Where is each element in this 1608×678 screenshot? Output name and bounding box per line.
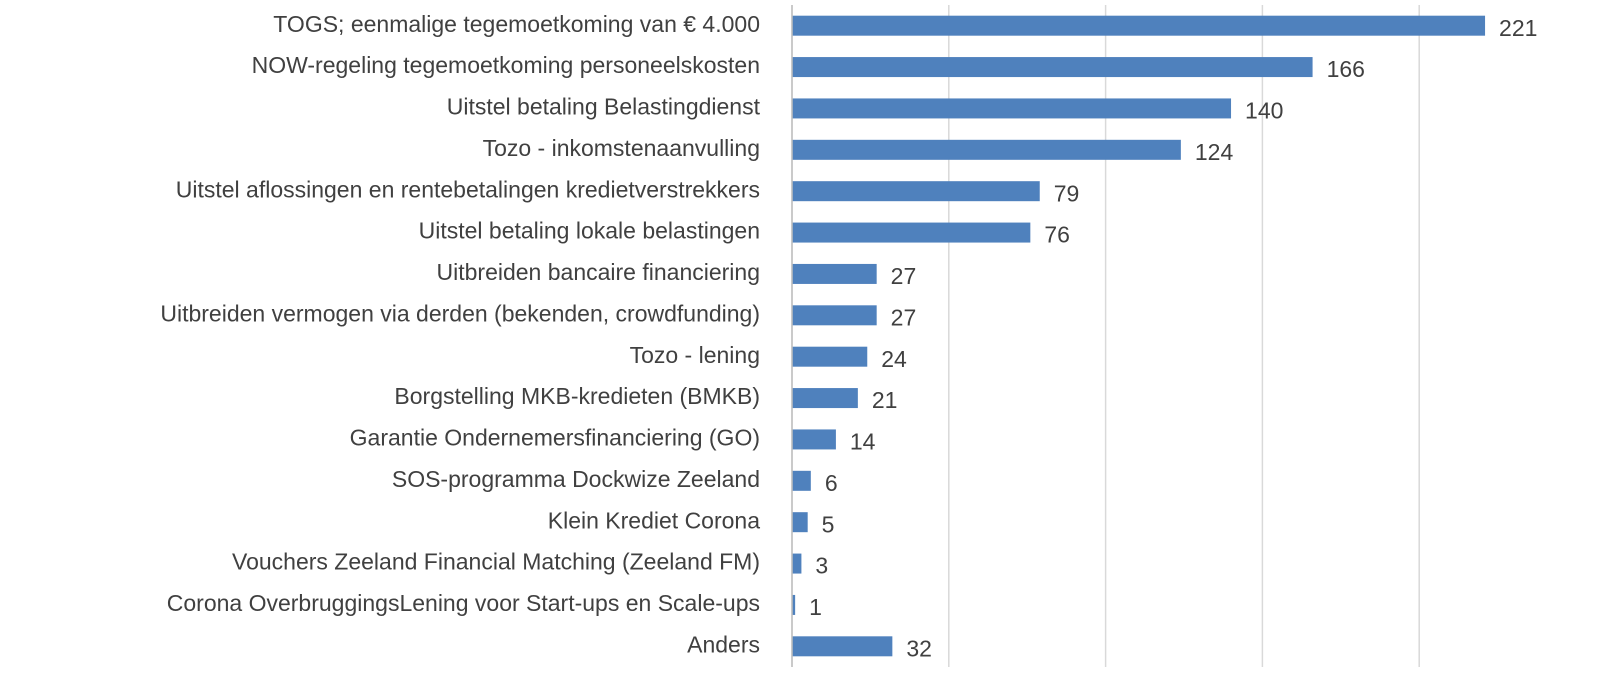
bar bbox=[792, 139, 1181, 160]
value-label: 5 bbox=[822, 511, 835, 537]
value-label: 6 bbox=[825, 470, 838, 496]
y-tick-label: Uitstel aflossingen en rentebetalingen k… bbox=[176, 176, 760, 202]
y-tick-label: Anders bbox=[687, 631, 760, 657]
bar bbox=[792, 388, 858, 409]
bar bbox=[792, 263, 877, 284]
bar bbox=[792, 57, 1313, 78]
bar bbox=[792, 222, 1031, 243]
bar bbox=[792, 98, 1232, 119]
y-tick-label: Garantie Ondernemersfinanciering (GO) bbox=[350, 425, 760, 451]
y-tick-label: Uitstel betaling Belastingdienst bbox=[447, 94, 761, 120]
value-label: 124 bbox=[1195, 139, 1234, 165]
value-label: 21 bbox=[872, 387, 898, 413]
y-tick-label: TOGS; eenmalige tegemoetkoming van € 4.0… bbox=[273, 11, 760, 37]
value-label: 1 bbox=[809, 594, 822, 620]
y-tick-label: Corona OverbruggingsLening voor Start-up… bbox=[167, 590, 760, 616]
value-label: 14 bbox=[850, 429, 876, 455]
value-label: 27 bbox=[891, 263, 917, 289]
y-tick-label: Borgstelling MKB-kredieten (BMKB) bbox=[394, 383, 760, 409]
bar bbox=[792, 636, 893, 657]
value-label: 140 bbox=[1245, 98, 1283, 124]
bar bbox=[792, 305, 877, 326]
value-label: 166 bbox=[1327, 56, 1365, 82]
value-label: 3 bbox=[815, 553, 828, 579]
y-tick-label: Uitbreiden bancaire financiering bbox=[437, 259, 760, 285]
bar bbox=[792, 512, 808, 533]
value-label: 76 bbox=[1044, 222, 1070, 248]
y-tick-label: Uitstel betaling lokale belastingen bbox=[419, 218, 760, 244]
value-label: 32 bbox=[906, 635, 932, 661]
y-tick-label: Uitbreiden vermogen via derden (bekenden… bbox=[160, 300, 760, 326]
y-tick-label: Klein Krediet Corona bbox=[548, 507, 760, 533]
y-tick-label: Tozo - lening bbox=[630, 342, 760, 368]
bar bbox=[792, 181, 1040, 202]
value-label: 221 bbox=[1499, 15, 1537, 41]
value-label: 27 bbox=[891, 304, 917, 330]
y-tick-label: NOW-regeling tegemoetkoming personeelsko… bbox=[252, 52, 760, 78]
value-label: 79 bbox=[1054, 180, 1080, 206]
y-tick-label: SOS-programma Dockwize Zeeland bbox=[392, 466, 760, 492]
bar bbox=[792, 470, 811, 491]
bar bbox=[792, 429, 836, 450]
bar bbox=[792, 553, 802, 574]
y-tick-label: Vouchers Zeeland Financial Matching (Zee… bbox=[232, 549, 760, 575]
bar bbox=[792, 15, 1486, 36]
bar bbox=[792, 346, 868, 367]
y-tick-label: Tozo - inkomstenaanvulling bbox=[483, 135, 760, 161]
value-label: 24 bbox=[881, 346, 907, 372]
bar bbox=[792, 594, 796, 615]
